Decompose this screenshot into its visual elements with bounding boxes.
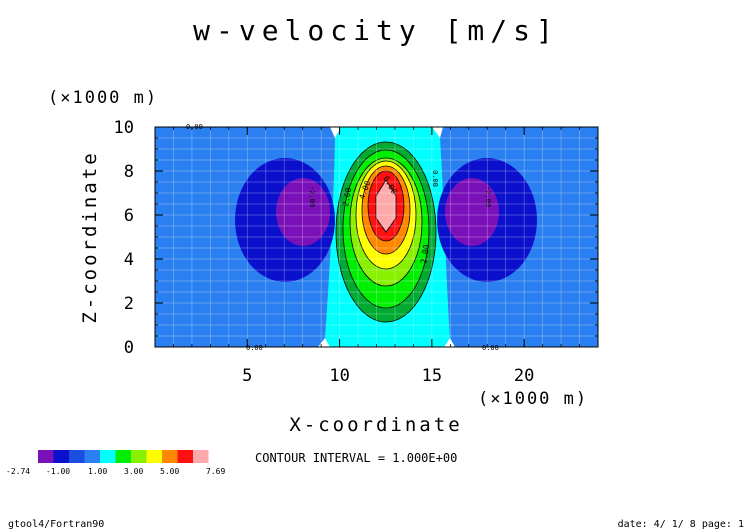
footer-right: date: 4/ 1/ 8 page: 1 [618, 519, 744, 530]
contour-label: -2.00 [484, 186, 492, 207]
colorbar-swatch [53, 450, 69, 463]
notch-top-right [432, 127, 443, 138]
colorbar-label: 3.00 [124, 467, 143, 476]
contour-label: 2.00 [341, 187, 353, 208]
y-tick-label: 2 [124, 294, 134, 314]
down-right-2 [445, 178, 499, 246]
footer-left: gtool4/Fortran90 [8, 519, 104, 530]
axes: 5 10 15 20 0 2 4 6 8 10 [114, 118, 598, 386]
x-tick-label: 15 [422, 366, 442, 386]
colorbar-label: -1.00 [46, 467, 70, 476]
x-tick-label: 20 [514, 366, 534, 386]
y-tick-label: 10 [114, 118, 134, 138]
notch-top-left [330, 127, 341, 138]
contour-label: 0.00 [482, 344, 499, 352]
down-left-2 [276, 178, 330, 246]
colorbar-swatch [162, 450, 178, 463]
contour-interval: CONTOUR INTERVAL = 1.000E+00 [255, 451, 457, 465]
colorbar: -2.74 -1.00 1.00 3.00 5.00 7.69 [6, 450, 225, 476]
colorbar-swatch [131, 450, 147, 463]
contour-field: 0.00 2.00 4.00 6.00 -2.00 2.00 0.00 0.00… [155, 123, 598, 352]
colorbar-label: 5.00 [160, 467, 179, 476]
contour-label: 0.00 [431, 170, 439, 187]
colorbar-swatch [69, 450, 85, 463]
contour-label: 2.00 [419, 244, 431, 265]
colorbar-label: 7.69 [206, 467, 225, 476]
x-tick-label: 5 [242, 366, 252, 386]
colorbar-swatch [177, 450, 193, 463]
contour-label: 0.00 [246, 344, 263, 352]
notch-bottom-right [444, 338, 455, 347]
contour-label: -2.00 [308, 186, 316, 207]
y-unit-label: (×1000 m) [48, 88, 158, 108]
colorbar-swatch [84, 450, 100, 463]
band-7 [375, 179, 397, 233]
colorbar-label: 1.00 [88, 467, 107, 476]
y-tick-label: 4 [124, 250, 134, 270]
colorbar-swatch [193, 450, 209, 463]
y-axis-label: Z-coordinate [79, 150, 101, 323]
x-axis-label: X-coordinate [289, 414, 462, 436]
colorbar-swatch [146, 450, 162, 463]
colorbar-swatch [38, 450, 54, 463]
y-tick-label: 8 [124, 162, 134, 182]
x-tick-label: 10 [329, 366, 349, 386]
chart-title: w-velocity [m/s] [193, 14, 559, 47]
y-tick-label: 0 [124, 338, 134, 358]
grid-lines [155, 127, 598, 347]
colorbar-swatch [115, 450, 131, 463]
y-tick-label: 6 [124, 206, 134, 226]
colorbar-label: -2.74 [6, 467, 30, 476]
colorbar-swatch [100, 450, 116, 463]
x-unit-label: (×1000 m) [478, 389, 588, 409]
